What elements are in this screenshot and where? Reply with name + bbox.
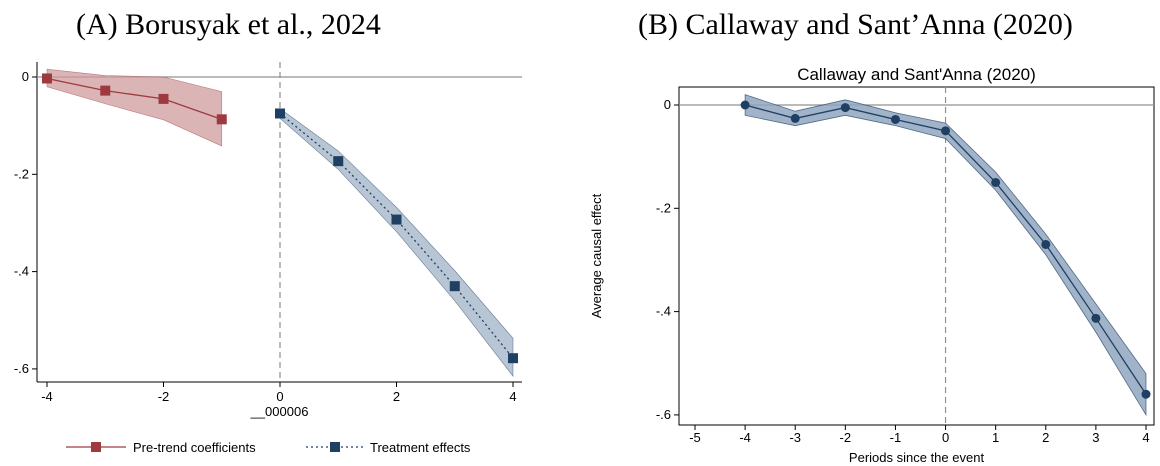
- legend-label-treatment: Treatment effects: [370, 440, 471, 455]
- panel-a-series-line-0: [46, 77, 222, 120]
- panel-b-plot: Callaway and Sant'Anna (2020) 0 -.2 -.4 -.6 -…: [589, 65, 1155, 465]
- panel-a-plot: 0 -.2 -.4 -.6 -4 -2 0 2 4 __000006 Pre-trend coeff…: [14, 62, 522, 455]
- panel-b-marker: [840, 103, 850, 113]
- panel-a-x-tick-label: 0: [276, 389, 283, 404]
- panel-a-x-tick-label: -2: [158, 389, 170, 404]
- panel-a-x-tick-label: -4: [41, 389, 53, 404]
- panel-a-ci-band-0: [46, 68, 223, 147]
- panel-a-y-tick-label: -.2: [14, 166, 29, 181]
- panel-b-marker: [1091, 313, 1101, 323]
- panel-a-marker: [158, 93, 169, 104]
- panel-b-x-axis-label: Periods since the event: [849, 450, 985, 465]
- legend-label-pre-trend: Pre-trend coefficients: [133, 440, 256, 455]
- panel-b-chart-title: Callaway and Sant'Anna (2020): [797, 65, 1036, 84]
- panel-b-marker: [941, 126, 951, 136]
- panel-b-marker: [790, 113, 800, 123]
- panel-b-y-tick-label: 0: [664, 97, 671, 112]
- panel-b-x-tick-label: 0: [942, 430, 949, 445]
- panel-a-marker: [42, 73, 52, 84]
- panel-a-y-tick-label: -.4: [14, 264, 29, 279]
- panel-a-y-tick-label: 0: [22, 69, 29, 84]
- panel-a-marker: [100, 85, 111, 96]
- panel-b-x-tick-label: 1: [992, 430, 999, 445]
- panel-b-marker: [991, 177, 1001, 187]
- panel-b-ci-band: [744, 94, 1147, 417]
- panel-a-x-tick-label: 4: [509, 389, 516, 404]
- legend-marker-treatment: [330, 442, 340, 452]
- panel-a-marker: [508, 353, 518, 364]
- panel-b-x-tick-label: -3: [789, 430, 801, 445]
- panel-a-title: (A) Borusyak et al., 2024: [76, 8, 381, 41]
- panel-b-x-tick-label: -5: [689, 430, 701, 445]
- panel-a-marker: [333, 156, 344, 167]
- panel-a-y-tick-label: -.6: [14, 361, 29, 376]
- panel-b-x-tick-label: 4: [1142, 430, 1149, 445]
- panel-b-y-tick-label: -.4: [656, 304, 671, 319]
- panel-b-title: (B) Callaway and Sant’Anna (2020): [638, 8, 1073, 41]
- panel-a-ci-band-1: [279, 108, 514, 378]
- panel-b-x-tick-label: -2: [840, 430, 852, 445]
- panel-a-marker: [391, 214, 402, 225]
- panel-a-marker: [275, 108, 285, 119]
- panel-b-y-axis-label: Average causal effect: [589, 193, 604, 318]
- panel-b-x-tick-label: 2: [1042, 430, 1049, 445]
- panel-b-y-tick-label: -.6: [656, 407, 671, 422]
- panel-a-marker: [216, 114, 227, 125]
- panel-b-frame: [678, 86, 1155, 426]
- legend-marker-pre-trend: [91, 442, 101, 452]
- panel-a-series-line-1: [279, 112, 514, 359]
- panel-a-marker: [449, 281, 460, 292]
- panel-b-x-tick-label: -4: [739, 430, 751, 445]
- panel-b-x-tick-label: -1: [890, 430, 902, 445]
- panel-a-x-tick-label: 2: [393, 389, 400, 404]
- panel-b-marker: [1041, 239, 1051, 249]
- panel-a-x-axis-label: __000006: [250, 404, 309, 419]
- panel-b-marker: [740, 100, 750, 110]
- panel-b-y-tick-label: -.2: [656, 200, 671, 215]
- panel-b-marker: [1141, 389, 1151, 399]
- panel-b-marker: [890, 114, 900, 124]
- panel-b-x-tick-label: 3: [1092, 430, 1099, 445]
